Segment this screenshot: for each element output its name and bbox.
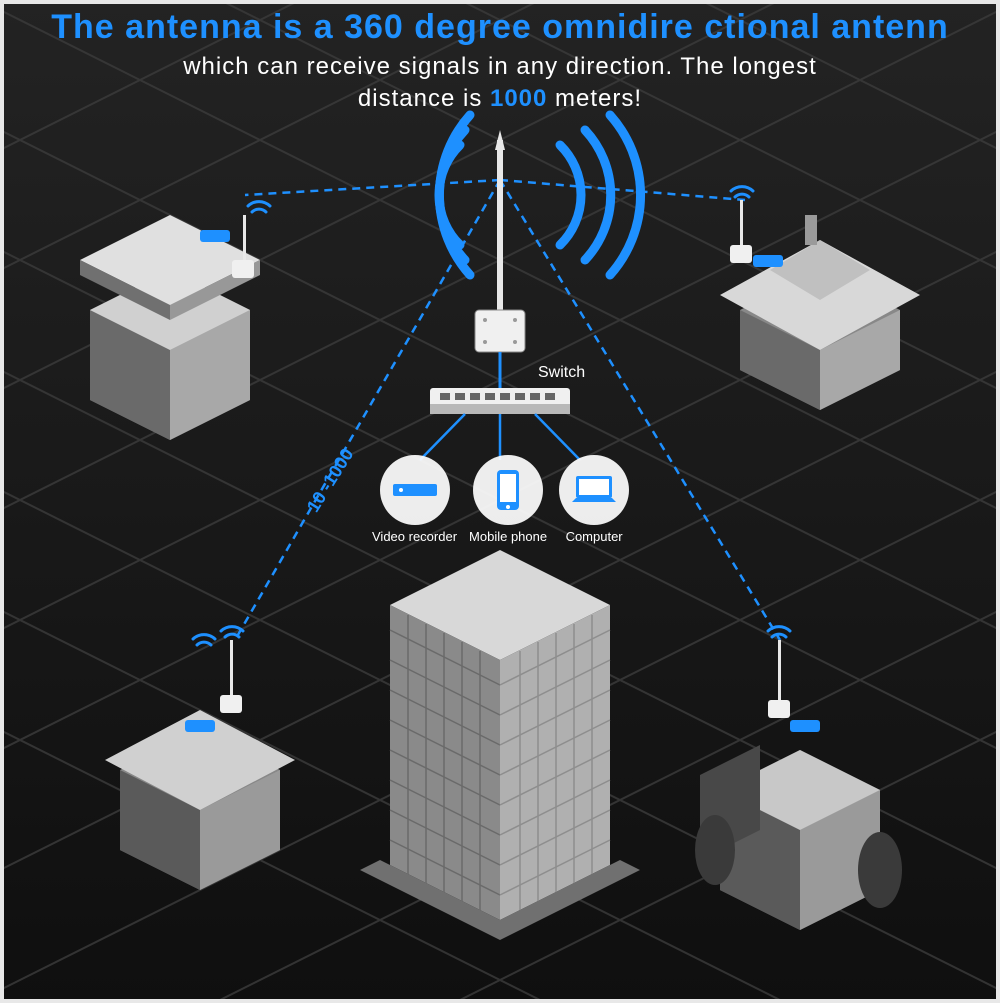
wifi-icon — [731, 187, 753, 197]
mobile-phone-device: Mobile phone — [469, 455, 547, 544]
device-row: Video recorder Mobile phone Computer — [372, 455, 629, 544]
subtitle-line2: distance is 1000 meters! — [0, 85, 1000, 113]
computer-device: Computer — [559, 455, 629, 544]
switch-label: Switch — [538, 364, 585, 382]
house-bottom-left — [105, 627, 295, 890]
signal-arcs — [439, 115, 641, 275]
switch-lines — [420, 414, 580, 460]
switch-device — [430, 388, 570, 414]
house-bottom-right — [695, 627, 902, 930]
title-text: The antenna is a 360 degree omnidire cti… — [0, 8, 1000, 47]
subtitle-line1: which can receive signals in any directi… — [0, 53, 1000, 81]
skyscraper — [360, 550, 640, 940]
camera-icon — [730, 200, 783, 267]
central-antenna — [475, 130, 525, 352]
wifi-icon — [193, 627, 243, 645]
header: The antenna is a 360 degree omnidire cti… — [0, 8, 1000, 113]
video-recorder-device: Video recorder — [372, 455, 457, 544]
wifi-icon — [248, 202, 270, 212]
house-top-left — [80, 202, 270, 440]
mobile-phone-icon — [473, 455, 543, 525]
computer-icon — [559, 455, 629, 525]
wifi-icon — [768, 627, 790, 637]
camera-icon — [768, 640, 820, 732]
house-top-right — [720, 187, 920, 410]
video-recorder-icon — [380, 455, 450, 525]
